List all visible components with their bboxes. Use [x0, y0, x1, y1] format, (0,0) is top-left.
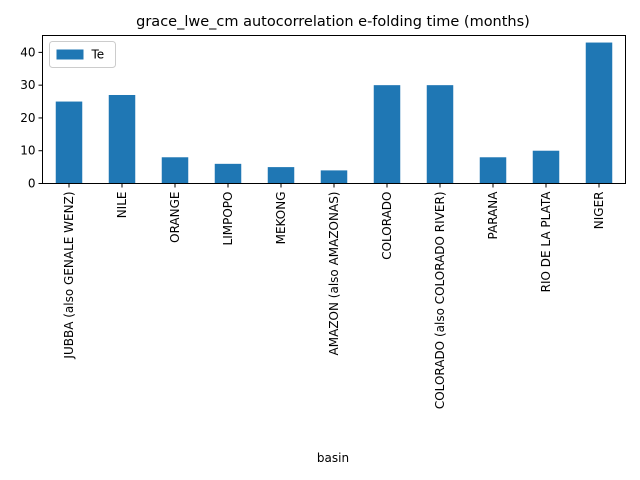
plot-frame — [42, 35, 626, 184]
x-tick-label: COLORADO (also COLORADO RIVER) — [433, 192, 447, 410]
x-tick-label: NILE — [115, 192, 129, 219]
bar — [267, 167, 295, 184]
x-tick-label: PARANA — [486, 191, 500, 240]
y-tick-label: 0 — [28, 177, 36, 191]
y-tick-label: 30 — [20, 78, 35, 92]
x-tick-label: NIGER — [592, 192, 606, 230]
bar — [479, 157, 507, 184]
y-tick-label: 40 — [20, 45, 35, 59]
bar — [373, 85, 401, 184]
x-tick-label: COLORADO — [380, 192, 394, 260]
x-tick-label: LIMPOPO — [221, 192, 235, 246]
x-tick-label: RIO DE LA PLATA — [539, 191, 553, 293]
x-axis: JUBBA (also GENALE WENZ) NILE ORANGE LIMPOP… — [62, 183, 606, 410]
x-tick-label: JUBBA (also GENALE WENZ) — [62, 192, 76, 360]
bar — [161, 157, 189, 184]
y-axis: 0 10 20 30 40 — [20, 45, 43, 191]
bar — [320, 170, 348, 184]
x-tick-label: AMAZON (also AMAZONAS) — [327, 192, 341, 356]
bar — [585, 42, 613, 184]
x-tick-label: ORANGE — [168, 192, 182, 243]
bar — [426, 85, 454, 184]
y-tick-label: 10 — [20, 144, 35, 158]
legend-label: Te — [91, 48, 105, 62]
legend: Te — [49, 41, 116, 68]
x-axis-label: basin — [317, 451, 349, 465]
legend-swatch — [56, 49, 84, 60]
bar — [532, 150, 560, 184]
bar — [214, 163, 242, 184]
chart-title: grace_lwe_cm autocorrelation e-folding t… — [136, 14, 530, 30]
y-tick-label: 20 — [20, 111, 35, 125]
bar — [108, 94, 136, 184]
x-tick-label: MEKONG — [274, 192, 288, 245]
bars-group — [55, 42, 613, 184]
bar — [55, 101, 83, 184]
